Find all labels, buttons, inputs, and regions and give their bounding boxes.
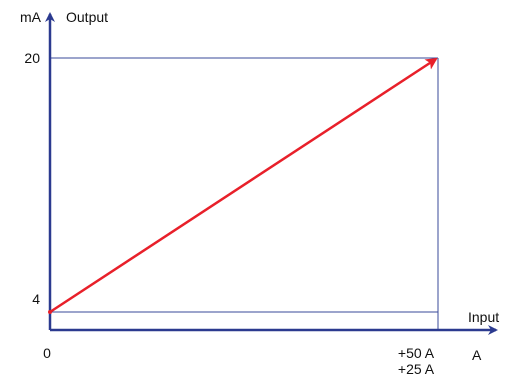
series-start-point	[48, 310, 52, 314]
y-axis-label: Output	[66, 9, 108, 25]
x-tick-label-0: 0	[43, 345, 51, 361]
x-unit-label: A	[472, 347, 482, 363]
x-tick-label-50a: +50 A	[398, 345, 435, 361]
x-tick-label-25a: +25 A	[398, 361, 435, 377]
y-tick-label-4: 4	[32, 291, 40, 307]
y-tick-label-20: 20	[24, 50, 40, 66]
y-unit-label: mA	[20, 9, 42, 25]
x-axis-label: Input	[468, 309, 499, 325]
series-line	[49, 57, 438, 314]
